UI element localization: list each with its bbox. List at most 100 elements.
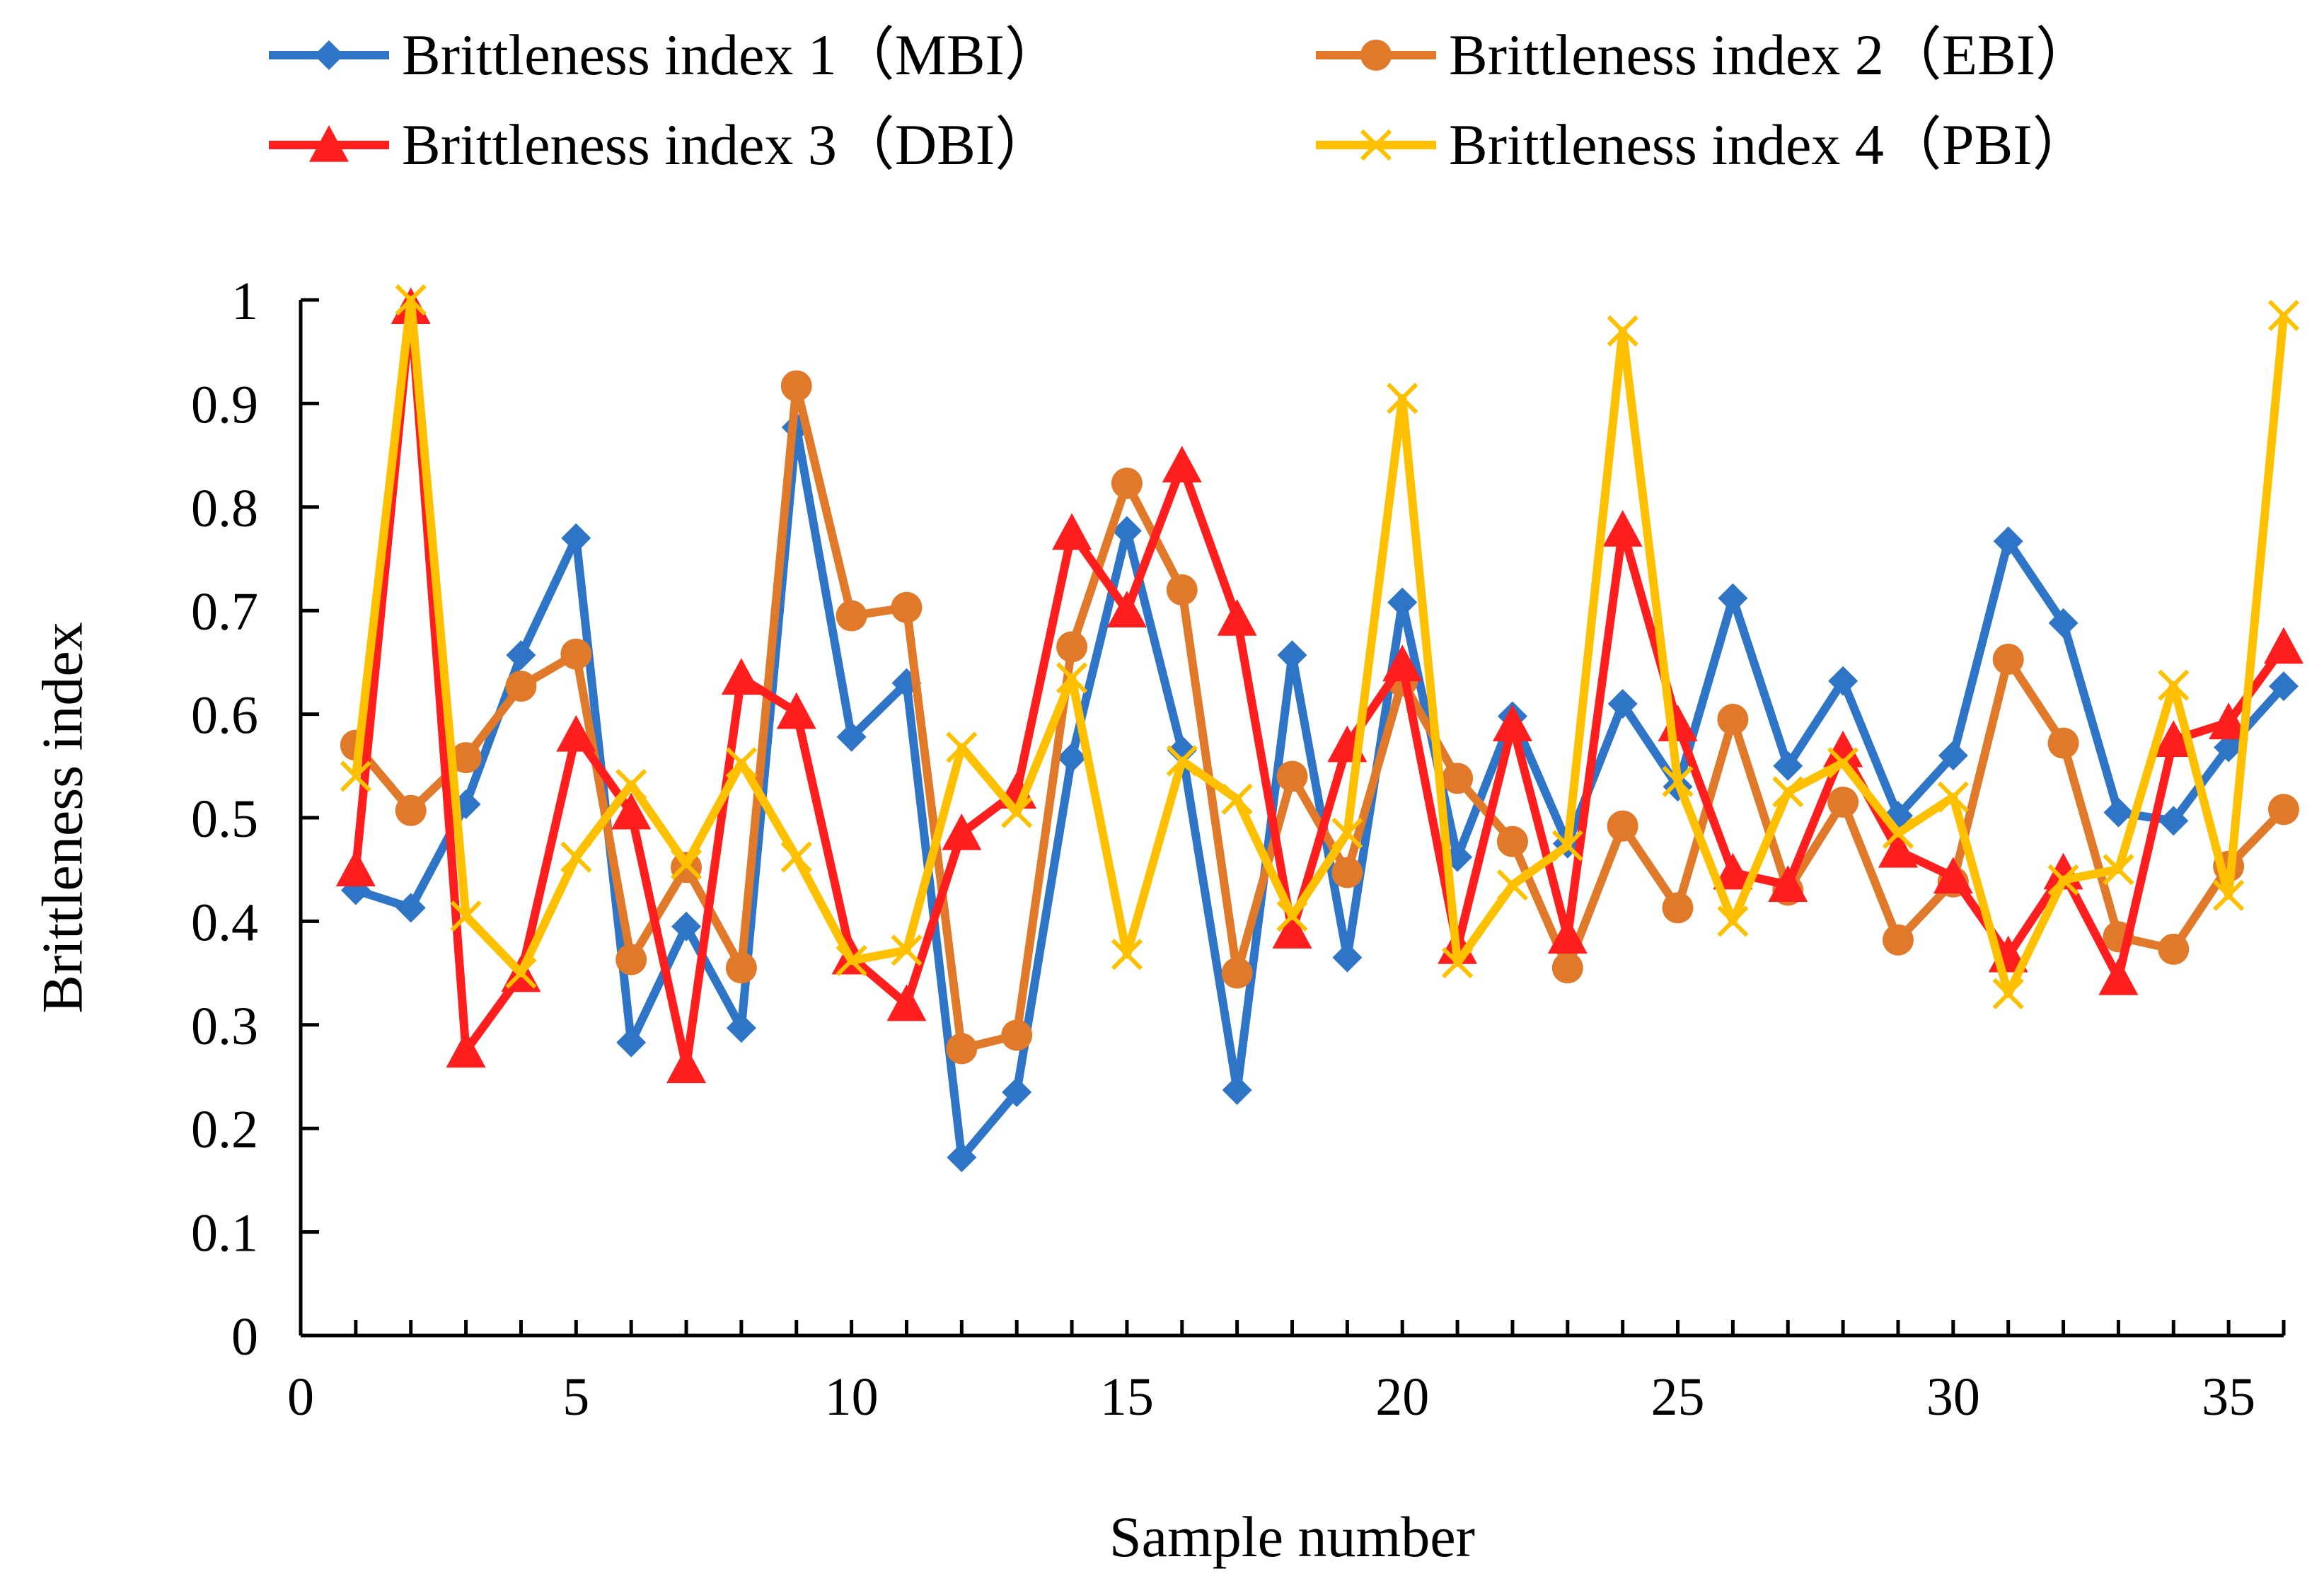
series-4-point [1937, 781, 1969, 813]
series-3-point [666, 1046, 707, 1084]
y-ticks: 0 0.1 0.2 0.3 0.4 0.5 0.6 0.7 0.8 0.9 1 [191, 272, 319, 1367]
x-tick-label: 10 [825, 1367, 879, 1427]
series-2-point [1882, 924, 1914, 956]
series-1-point [1828, 666, 1858, 696]
legend: Brittleness index 1（MBI） Brittleness inde… [269, 23, 2093, 177]
series-4-point [946, 731, 978, 763]
legend-item-1: Brittleness index 1（MBI） [269, 23, 1063, 87]
series-1-point [1057, 743, 1087, 773]
series-4-point [1276, 900, 1308, 932]
series-3-point [1052, 513, 1092, 550]
series-2-point [1607, 810, 1638, 842]
plot-lines [335, 284, 2303, 1173]
series-4-point [1772, 776, 1804, 808]
y-axis-title: Brittleness index [30, 622, 95, 1013]
legend-label: Brittleness index 1（MBI） [402, 23, 1063, 87]
series-2-point [395, 794, 427, 826]
series-3-point [2209, 702, 2249, 740]
series-3-point [1217, 598, 1257, 636]
series-4-point [1056, 662, 1088, 694]
series-4-point [1992, 978, 2024, 1010]
series-3-point [556, 714, 596, 752]
legend-item-2: Brittleness index 2（EBI） [1316, 23, 2093, 87]
series-2-point [1276, 760, 1308, 792]
series-3-point [886, 984, 927, 1021]
series-4 [340, 284, 2300, 1010]
series-2-point [615, 944, 647, 975]
series-4-point [395, 284, 427, 316]
y-tick-label: 0.9 [191, 375, 258, 434]
series-4-point [780, 841, 812, 873]
series-1-point [1607, 688, 1638, 719]
series-1-point [561, 523, 591, 553]
series-2-point [725, 952, 757, 984]
series-2-point [1001, 1019, 1033, 1051]
series-2-point [780, 370, 812, 402]
series-1-point [2214, 732, 2244, 763]
series-4-point [340, 760, 371, 792]
series-1-point [616, 1027, 647, 1058]
series-2-point [1551, 952, 1583, 984]
series-2-point [450, 742, 482, 774]
y-tick-label: 1 [231, 272, 258, 331]
series-1-point [1111, 516, 1142, 546]
series-2-point [1166, 574, 1198, 606]
series-3-point [1602, 510, 1643, 547]
series-4-point [1387, 382, 1418, 415]
series-4-point [1441, 946, 1474, 979]
x-axis-title: Sample number [1109, 1505, 1475, 1569]
series-3-point [335, 850, 376, 886]
legend-marker [1360, 129, 1392, 161]
legend-marker [1360, 40, 1392, 71]
series-4-point [450, 900, 482, 932]
series-4-point [1827, 747, 1859, 779]
series-2-point [1442, 763, 1474, 794]
series-3-point [1823, 730, 1863, 767]
series-3-point [1272, 912, 1312, 949]
y-tick-label: 0.5 [191, 789, 258, 849]
series-4-point [2158, 669, 2190, 701]
series-1-point [2048, 608, 2079, 638]
series-4-point [1331, 817, 1363, 850]
series-4-point [891, 934, 923, 966]
series-4-point [2103, 854, 2134, 886]
series-2-point [891, 591, 923, 623]
series-1-point [671, 911, 702, 942]
series-2-point [1496, 826, 1528, 857]
series-1-point [1773, 751, 1803, 781]
series-1-point [2103, 797, 2134, 828]
series-1-point [2269, 671, 2299, 702]
axes: 0 0.1 0.2 0.3 0.4 0.5 0.6 0.7 0.8 0.9 1 0 5 10 15 20 25… [191, 272, 2286, 1427]
series-3-point [1106, 591, 1147, 627]
series-4-point [1607, 315, 1638, 347]
series-1-point [1332, 942, 1363, 973]
series-4-point [1882, 817, 1914, 850]
series-3-point [1547, 917, 1588, 954]
y-tick-label: 0.2 [191, 1100, 258, 1159]
legend-marker [309, 125, 349, 162]
legend-label: Brittleness index 4（PBI） [1449, 112, 2091, 177]
series-2-point [505, 671, 537, 702]
series-1-point [1718, 583, 1748, 613]
series-1-point [395, 893, 426, 923]
series-4-point [1001, 796, 1033, 828]
y-tick-label: 0.8 [191, 479, 258, 538]
x-ticks: 0 5 10 15 20 25 30 35 [287, 1320, 2286, 1427]
legend-marker [314, 40, 344, 70]
series-1-point [1222, 1075, 1252, 1106]
legend-item-3: Brittleness index 3（DBI） [269, 112, 1053, 177]
series-1-point [1277, 640, 1307, 671]
series-3-point [776, 692, 816, 729]
series-4-point [2047, 864, 2079, 896]
series-1-point [1993, 526, 2023, 557]
series-2-point [1221, 957, 1253, 989]
series-3-point [2154, 720, 2194, 757]
series-4-point [670, 848, 703, 881]
series-4-point [1551, 830, 1583, 862]
series-1-point [726, 1013, 756, 1043]
series-4-point [560, 841, 592, 873]
series-4-line [351, 296, 2288, 998]
series-1-point [2158, 806, 2189, 836]
series-3-point [1713, 852, 1753, 890]
y-tick-label: 0.3 [191, 997, 258, 1056]
